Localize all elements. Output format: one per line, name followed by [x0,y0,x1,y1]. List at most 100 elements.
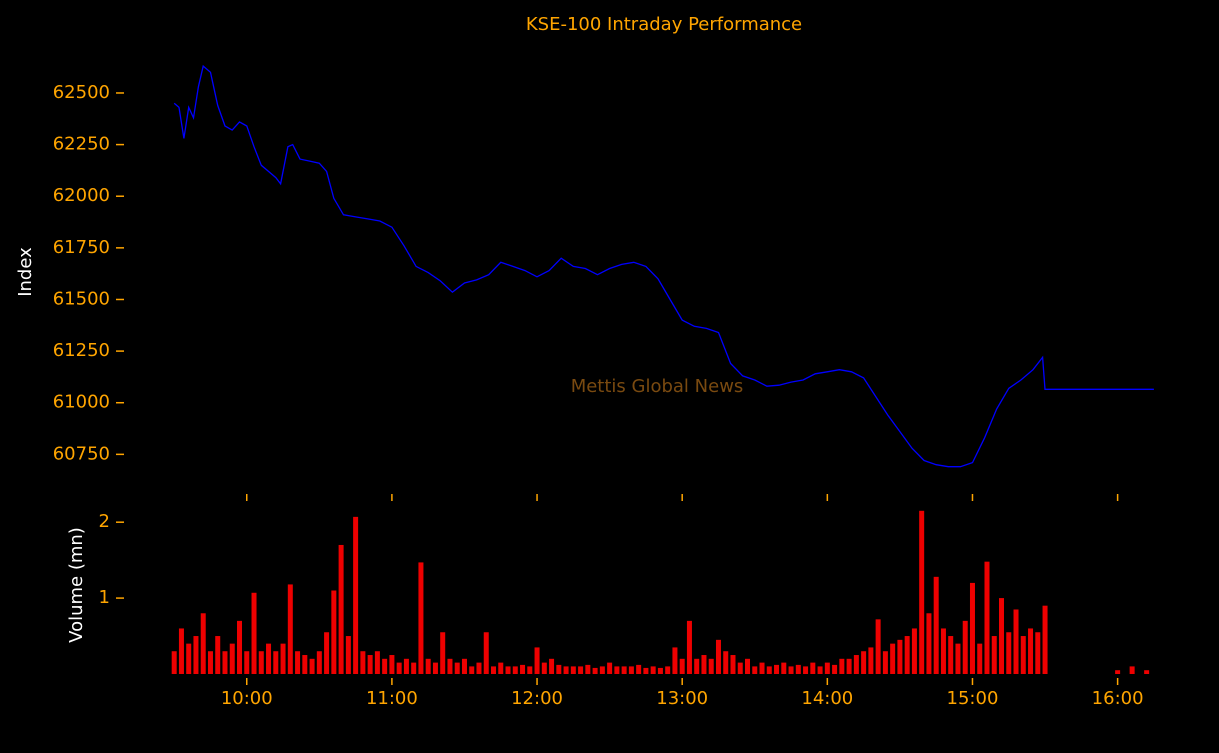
volume-bar [411,662,417,674]
volume-bar [940,628,946,674]
volume-bar [403,658,409,674]
volume-bar [353,516,359,674]
volume-bar [237,620,243,674]
volume-bar [621,666,627,674]
volume-bar [977,643,983,674]
volume-bar [824,662,830,674]
volume-bar [222,651,228,674]
x-tick-label: 13:00 [656,688,708,709]
volume-bar [636,664,642,674]
volume-bar [708,658,714,674]
volume-bar [1028,628,1034,674]
volume-bar [1013,609,1019,674]
volume-bar [440,632,446,674]
volume-bar [911,628,917,674]
volume-bar [469,666,475,674]
volume-bar [520,664,526,674]
y-tick-label: 2 [99,511,110,532]
x-tick-label: 16:00 [1092,688,1144,709]
volume-bar [483,632,489,674]
index-line [173,64,1154,468]
volume-bar [832,664,838,674]
volume-bar [461,658,467,674]
volume-bar [360,651,366,674]
volume-bar [817,666,823,674]
volume-bar [556,664,562,674]
y-tick-label: 62500 [53,82,110,103]
volume-bar [774,664,780,674]
volume-bar [701,655,707,674]
volume-bar [715,639,721,674]
volume-bar [788,666,794,674]
volume-bar [592,667,598,674]
volume-bar [1020,636,1026,674]
volume-bar [919,510,925,674]
volume-bar [570,666,576,674]
volume-bar [628,666,634,674]
volume-bar [200,613,206,674]
volume-bar [745,658,751,674]
y-tick-label: 62000 [53,185,110,206]
volume-bar [258,651,264,674]
volume-bar [933,576,939,674]
volume-bar [541,662,547,674]
volume-bar [295,651,301,674]
volume-bar [730,655,736,674]
volume-bar [491,666,497,674]
volume-bar [955,643,961,674]
volume-bar [367,655,373,674]
volume-bar [607,662,613,674]
volume-bar [904,636,910,674]
volume-bar [432,662,438,674]
volume-bar [215,636,221,674]
volume-bar [795,664,801,674]
volume-bar [498,662,504,674]
volume-bar [991,636,997,674]
volume-bar [599,666,605,674]
volume-bar [839,658,845,674]
volume-bar [338,544,344,674]
volume-bar [447,658,453,674]
volume-bar [316,651,322,674]
volume-bar [193,636,199,674]
volume-bar [563,666,569,674]
volume-bar [766,666,772,674]
volume-bar [882,651,888,674]
volume-bar [861,651,867,674]
volume-bar [752,666,758,674]
volume-bar [171,651,177,674]
volume-bar [1144,670,1150,674]
volume-bar [723,651,729,674]
volume-bar [810,662,816,674]
volume-bar [244,651,250,674]
volume-bar [389,655,395,674]
volume-bar [875,619,881,674]
x-tick-label: 14:00 [801,688,853,709]
volume-bar [672,647,678,674]
x-tick-label: 15:00 [947,688,999,709]
volume-bar [969,582,975,674]
volume-bar [287,584,293,674]
y-tick-label: 61750 [53,237,110,258]
volume-bar [948,636,954,674]
volume-bar [273,651,279,674]
volume-bar [694,658,700,674]
volume-bar [266,643,272,674]
watermark: Mettis Global News [571,376,744,397]
volume-bar [643,667,649,674]
volume-bar [578,666,584,674]
x-tick-label: 11:00 [366,688,418,709]
volume-bar [418,562,424,674]
volume-bar [897,639,903,674]
y-tick-label: 61500 [53,288,110,309]
volume-bar [868,647,874,674]
volume-bar [686,620,692,674]
volume-bar [737,662,743,674]
y-tick-label: 62250 [53,134,110,155]
y-tick-label: 61250 [53,340,110,361]
volume-bar [425,658,431,674]
volume-bar [207,651,213,674]
volume-bar [382,658,388,674]
volume-bar [505,666,511,674]
volume-bar [324,632,330,674]
